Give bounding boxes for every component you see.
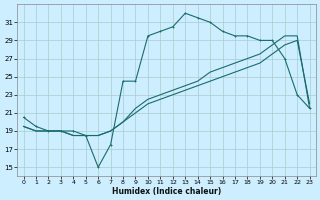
X-axis label: Humidex (Indice chaleur): Humidex (Indice chaleur) [112, 187, 221, 196]
